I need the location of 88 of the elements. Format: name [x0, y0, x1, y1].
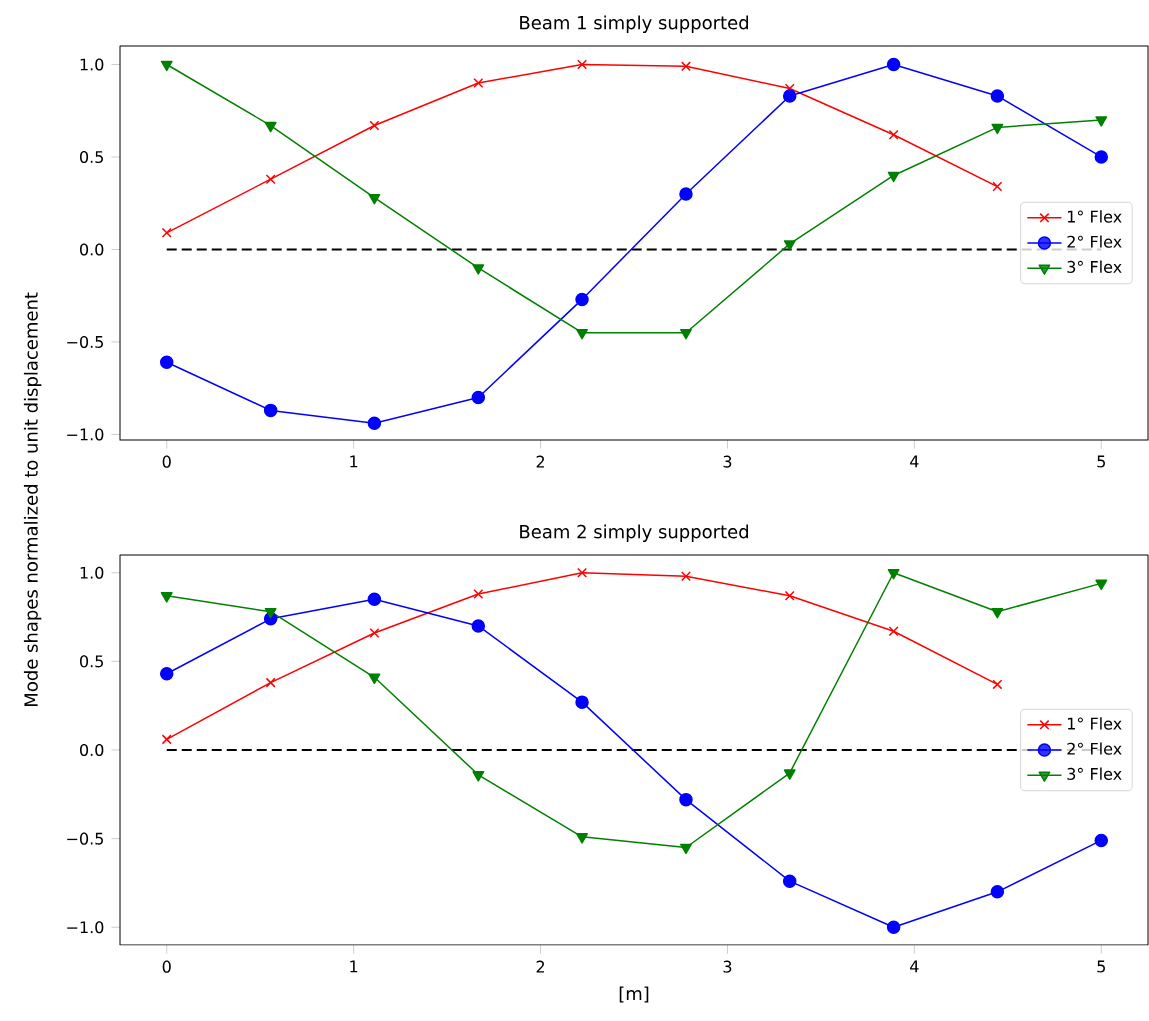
legend-label: 2° Flex	[1067, 742, 1122, 755]
chart-title: Beam 1 simply supported	[520, 15, 748, 33]
y-tick-label: −0.5	[67, 832, 103, 845]
point	[680, 571, 691, 582]
point	[471, 390, 486, 405]
x-tick-label: 4	[910, 960, 919, 973]
point	[887, 171, 900, 183]
x-tick-label: 0	[162, 455, 171, 468]
point	[577, 567, 588, 578]
legend-label: 2° Flex	[1067, 235, 1122, 248]
x-tick-label: 4	[910, 455, 919, 468]
point	[471, 619, 486, 633]
y-tick-label: 0.5	[80, 655, 103, 668]
point	[160, 60, 173, 72]
point	[680, 61, 691, 72]
x-axis-title: [m]	[619, 986, 649, 1003]
point	[1094, 150, 1109, 164]
x-tick-label: 2	[536, 960, 545, 973]
point	[990, 89, 1005, 103]
point	[576, 328, 588, 340]
y-tick-label: −0.5	[67, 335, 103, 348]
y-tick-label: 1.0	[80, 58, 104, 71]
point	[679, 187, 693, 201]
point	[886, 57, 901, 72]
point	[680, 328, 692, 340]
point	[472, 264, 485, 275]
point	[992, 181, 1003, 192]
y-tick-label: 0.5	[80, 150, 103, 164]
point	[369, 120, 380, 131]
point	[577, 59, 588, 70]
legend-label: 3° Flex	[1067, 260, 1122, 273]
point	[887, 568, 900, 580]
point	[159, 355, 174, 370]
legend-label: 1° Flex	[1068, 717, 1122, 730]
point	[679, 792, 693, 807]
point	[368, 673, 381, 685]
point	[1094, 833, 1109, 848]
legend-label: 3° Flex	[1067, 767, 1122, 780]
point	[159, 667, 174, 681]
chart-title: Beam 2 simply supported	[520, 524, 748, 542]
point	[991, 123, 1004, 135]
point	[888, 626, 899, 637]
point	[367, 592, 382, 607]
y-axis-title: Mode shapes normalized to unit displacement	[23, 292, 42, 706]
x-tick-label: 3	[723, 960, 732, 973]
x-tick-label: 1	[350, 455, 358, 468]
point	[265, 174, 276, 185]
point	[473, 78, 484, 88]
x-tick-label: 5	[1097, 960, 1105, 973]
point	[783, 769, 796, 780]
x-tick-label: 3	[723, 455, 732, 468]
point	[784, 590, 795, 601]
legend-label: 1° Flex	[1068, 210, 1122, 223]
x-tick-label: 5	[1097, 455, 1105, 468]
y-tick-label: 1.0	[80, 566, 104, 579]
point	[160, 592, 173, 603]
point	[264, 607, 277, 619]
point	[680, 843, 692, 855]
point	[368, 193, 381, 205]
point	[369, 628, 380, 638]
point	[576, 833, 588, 844]
point	[473, 589, 484, 599]
point	[367, 416, 382, 431]
point	[991, 607, 1004, 619]
x-tick-label: 1	[350, 960, 358, 973]
point	[782, 874, 797, 888]
point	[992, 679, 1003, 690]
point	[783, 240, 796, 251]
point	[886, 920, 901, 935]
point	[990, 885, 1005, 899]
y-tick-label: 0.0	[80, 243, 104, 256]
point	[782, 89, 797, 103]
y-tick-label: −1.0	[67, 921, 104, 934]
point	[161, 227, 172, 238]
point	[264, 121, 277, 133]
point	[472, 771, 485, 782]
point	[263, 403, 278, 418]
y-tick-label: 0.0	[80, 743, 104, 757]
point	[1095, 116, 1108, 127]
point	[265, 677, 276, 688]
point	[888, 129, 899, 140]
y-tick-label: −1.0	[67, 428, 104, 441]
point	[575, 292, 589, 307]
x-tick-label: 0	[162, 960, 171, 973]
point	[575, 695, 589, 709]
point	[1095, 579, 1108, 591]
point	[161, 734, 172, 745]
x-tick-label: 2	[536, 455, 545, 468]
